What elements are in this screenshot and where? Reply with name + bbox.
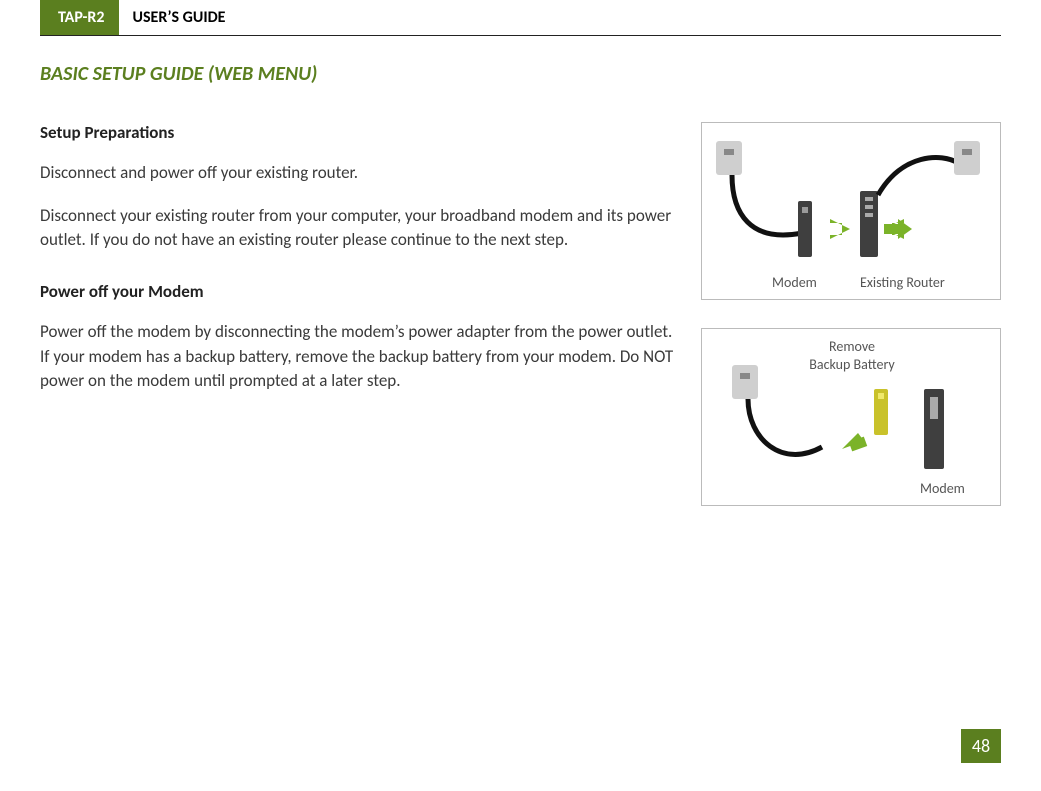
section-title: BASIC SETUP GUIDE (WEB MENU) xyxy=(40,62,1001,86)
product-tab: TAP-R2 xyxy=(40,0,119,35)
arrow-left-icon xyxy=(830,219,850,239)
arrow-icon xyxy=(842,433,867,451)
outlet-icon xyxy=(716,141,742,175)
step1: Setup Preparations Disconnect and power … xyxy=(40,122,677,253)
page-header: TAP-R2 USER’S GUIDE xyxy=(40,0,1001,36)
figure2-svg: Remove Backup Battery xyxy=(702,329,1002,507)
arrow-right-icon-fixed xyxy=(884,219,912,239)
outlet2-icon xyxy=(954,141,980,175)
step1-heading: Setup Preparations xyxy=(40,122,677,143)
figure-disconnect-router: Modem Existing Router xyxy=(701,122,1001,300)
cable2-icon xyxy=(878,158,958,195)
fig2-title-line1: Remove xyxy=(829,338,875,355)
modem-label: Modem xyxy=(772,274,817,291)
step1-line1: Disconnect and power off your existing r… xyxy=(40,161,677,186)
modem-label: Modem xyxy=(920,480,965,497)
step2-line1: Power off the modem by disconnecting the… xyxy=(40,320,677,394)
fig2-title-line2: Backup Battery xyxy=(809,356,895,373)
step2-heading: Power off your Modem xyxy=(40,281,677,302)
router-label: Existing Router xyxy=(860,274,945,291)
figure1-svg: Modem Existing Router xyxy=(702,123,1002,301)
figure-power-off-modem: Remove Backup Battery xyxy=(701,328,1001,506)
outlet-icon xyxy=(732,365,758,399)
cable-icon xyxy=(732,175,802,235)
page-number: 48 xyxy=(961,729,1001,763)
cable-icon xyxy=(748,399,822,454)
step2: Power off your Modem Power off the modem… xyxy=(40,281,677,394)
guide-title: USER’S GUIDE xyxy=(119,0,226,35)
step1-line2: Disconnect your existing router from you… xyxy=(40,204,677,253)
